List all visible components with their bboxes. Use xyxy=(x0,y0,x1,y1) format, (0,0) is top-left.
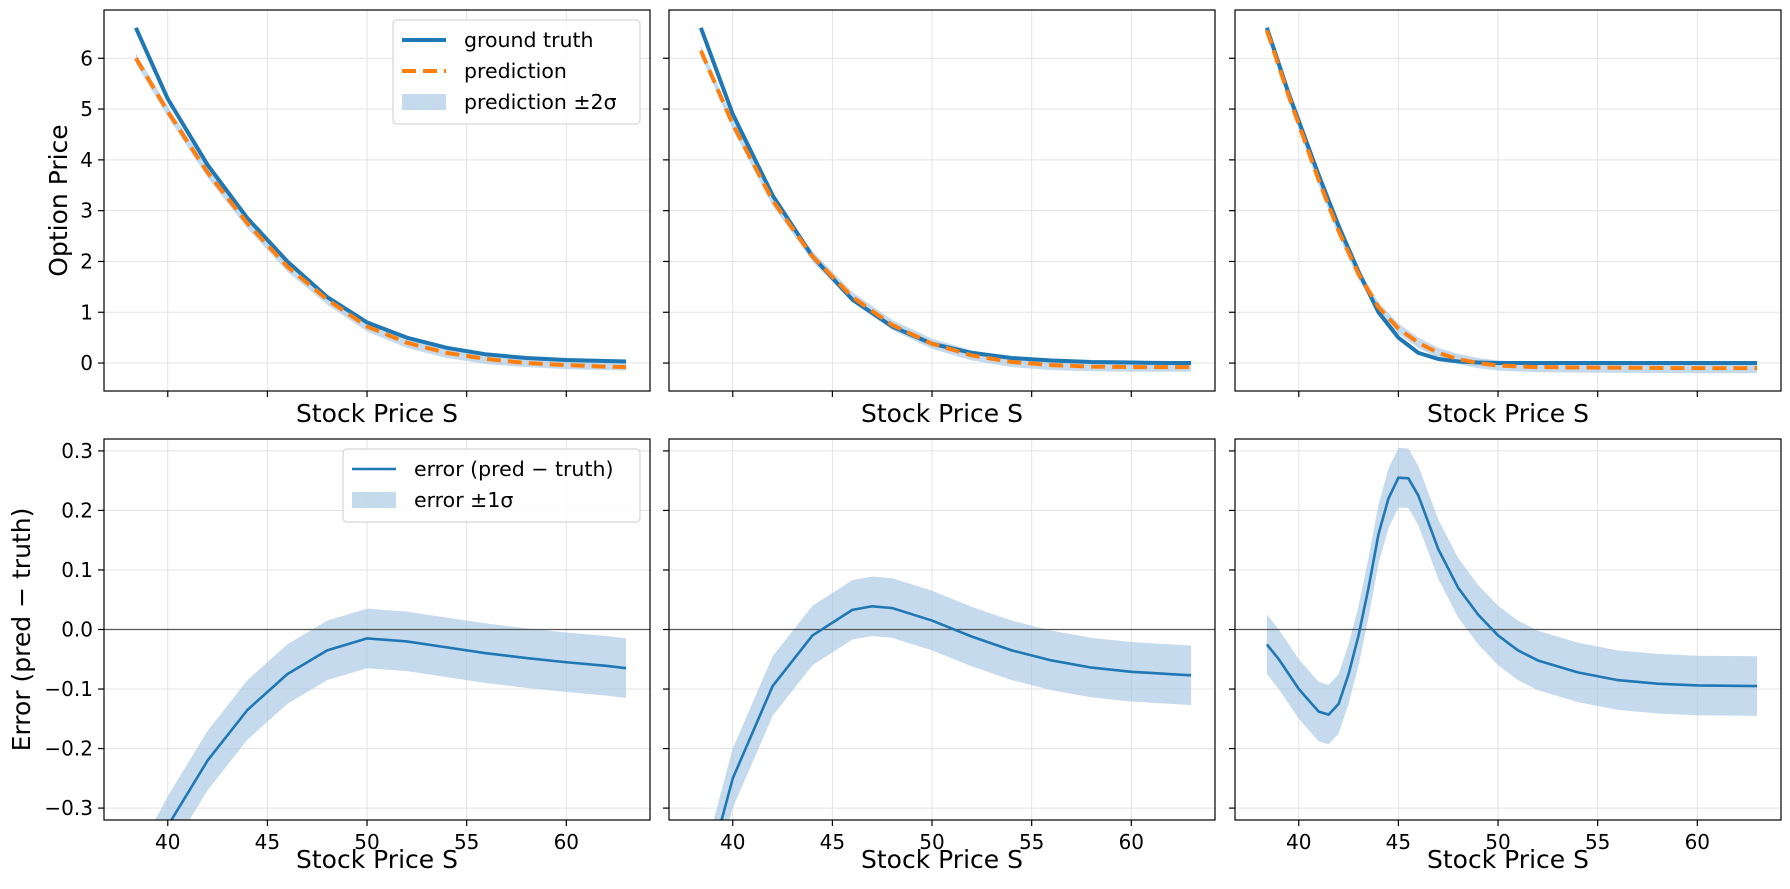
y-tick-label: −0.2 xyxy=(44,737,93,761)
plot-area xyxy=(134,26,627,371)
subplot-bottom-left: 40 45 50 55 60 −0.3 −0.2 −0.1 0.0 0.1 0.2 0.3 Stock … xyxy=(7,438,651,874)
x-tick-label: 40 xyxy=(720,830,745,854)
x-axis-label: Stock Price S xyxy=(296,399,458,428)
uncertainty-band xyxy=(700,45,1192,372)
plot-area xyxy=(1264,25,1758,374)
y-axis-label: Error (pred − truth) xyxy=(7,508,36,752)
x-tick-label: 50 xyxy=(354,830,379,854)
y-tick-label: 3 xyxy=(80,199,93,223)
y-tick-label: 0.2 xyxy=(61,498,93,522)
x-tick-label: 40 xyxy=(155,830,180,854)
ticks: 40 45 50 55 60 −0.3 −0.2 −0.1 0.0 0.1 0.2 0.3 xyxy=(44,439,579,854)
x-tick-label: 45 xyxy=(820,830,845,854)
x-tick-label: 60 xyxy=(1685,830,1710,854)
legend-label: error ±1σ xyxy=(414,488,513,512)
legend-swatch-band xyxy=(402,94,446,110)
y-tick-label: −0.3 xyxy=(44,796,93,820)
legend-label: error (pred − truth) xyxy=(414,457,613,481)
subplot-top-middle: Stock Price S xyxy=(663,9,1216,428)
legend-label: prediction xyxy=(464,59,567,83)
ticks: 40 45 50 55 60 xyxy=(663,450,1144,854)
x-axis-label: Stock Price S xyxy=(861,845,1023,874)
legend-label: ground truth xyxy=(464,28,594,52)
legend: error (pred − truth) error ±1σ xyxy=(342,448,641,523)
series-line-err xyxy=(169,637,627,820)
legend: ground truth prediction prediction ±2σ xyxy=(392,19,641,125)
x-axis-label: Stock Price S xyxy=(1427,399,1589,428)
x-axis-label: Stock Price S xyxy=(296,845,458,874)
legend-box xyxy=(342,448,641,523)
series-line-truth xyxy=(134,26,627,364)
grid xyxy=(1235,10,1781,391)
y-tick-label: 0 xyxy=(80,351,93,375)
y-tick-label: −0.1 xyxy=(44,677,93,701)
x-tick-label: 45 xyxy=(255,830,280,854)
y-tick-label: 0.3 xyxy=(61,439,93,463)
x-axis-label: Stock Price S xyxy=(861,399,1023,428)
x-tick-label: 45 xyxy=(1386,830,1411,854)
series-line-pred xyxy=(1264,29,1758,371)
x-axis-label: Stock Price S xyxy=(1427,845,1589,874)
legend-box xyxy=(392,19,641,125)
y-tick-label: 0.0 xyxy=(61,618,93,642)
axes-frame xyxy=(668,9,1216,392)
plot-area xyxy=(669,576,1215,820)
x-tick-label: 50 xyxy=(1485,830,1510,854)
axes-frame xyxy=(1234,9,1782,392)
legend-swatch-band xyxy=(352,492,396,508)
grid xyxy=(104,10,650,391)
subplot-bottom-right: 40 45 50 55 60 Stock Price S xyxy=(1229,438,1782,874)
ticks xyxy=(1229,57,1698,397)
uncertainty-band xyxy=(1266,447,1758,745)
ticks xyxy=(663,57,1132,397)
subplot-top-right: Stock Price S xyxy=(1229,9,1782,428)
plot-area xyxy=(1235,447,1781,745)
x-tick-label: 60 xyxy=(554,830,579,854)
x-tick-label: 55 xyxy=(454,830,479,854)
y-tick-label: 4 xyxy=(80,148,93,172)
x-tick-label: 60 xyxy=(1119,830,1144,854)
x-tick-label: 40 xyxy=(1286,830,1311,854)
x-tick-label: 55 xyxy=(1019,830,1044,854)
plot-area xyxy=(699,27,1192,372)
uncertainty-band xyxy=(713,576,1192,820)
ticks: 0 1 2 3 4 5 6 xyxy=(80,46,567,397)
series-line-pred xyxy=(699,49,1192,370)
subplot-top-left: 0 1 2 3 4 5 6 Stock Price S Option Price ground t… xyxy=(44,9,651,428)
legend-label: prediction ±2σ xyxy=(464,90,617,114)
subplot-bottom-middle: 40 45 50 55 60 Stock Price S xyxy=(663,438,1216,874)
y-axis-label: Option Price xyxy=(44,124,73,276)
series-line-err xyxy=(1265,476,1758,716)
series-line-err xyxy=(720,604,1192,820)
series-line-truth xyxy=(699,27,1192,366)
axes-frame xyxy=(103,9,651,392)
x-tick-label: 50 xyxy=(919,830,944,854)
uncertainty-band xyxy=(155,608,627,820)
y-tick-label: 6 xyxy=(80,46,93,70)
plot-area xyxy=(104,608,650,820)
grid xyxy=(669,10,1215,391)
series-line-pred xyxy=(134,57,627,370)
uncertainty-band xyxy=(1266,25,1758,374)
ticks: 40 45 50 55 60 xyxy=(1229,450,1710,854)
series-line-truth xyxy=(1264,27,1758,366)
y-tick-label: 0.1 xyxy=(61,558,93,582)
y-tick-label: 5 xyxy=(80,97,93,121)
x-tick-label: 55 xyxy=(1585,830,1610,854)
y-tick-label: 2 xyxy=(80,249,93,273)
y-tick-label: 1 xyxy=(80,300,93,324)
